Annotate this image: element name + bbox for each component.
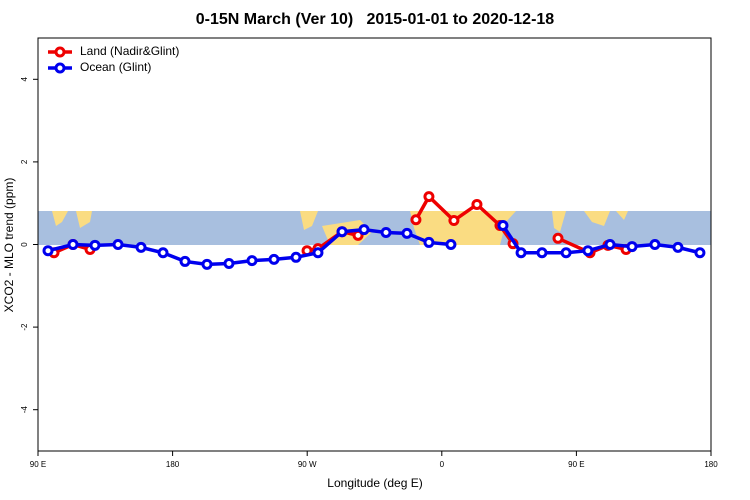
chart-title: 0-15N March (Ver 10) 2015-01-01 to 2020-… bbox=[196, 11, 555, 28]
data-point bbox=[560, 247, 572, 259]
legend-label: Land (Nadir&Glint) bbox=[80, 44, 179, 58]
y-tick-label: 4 bbox=[20, 77, 29, 82]
y-tick-label: 2 bbox=[20, 159, 29, 164]
data-point bbox=[672, 241, 684, 253]
data-point bbox=[536, 247, 548, 259]
data-point bbox=[135, 241, 147, 253]
data-point bbox=[423, 191, 435, 203]
data-point bbox=[358, 224, 370, 236]
data-point bbox=[445, 239, 457, 250]
y-tick-label: 0 bbox=[20, 242, 29, 247]
data-point bbox=[423, 236, 435, 248]
y-axis-label: XCO2 - MLO trend (ppm) bbox=[2, 178, 16, 313]
data-point bbox=[497, 220, 509, 232]
data-point bbox=[42, 245, 54, 257]
data-point bbox=[112, 239, 124, 250]
data-point bbox=[89, 239, 101, 251]
data-point bbox=[157, 247, 169, 259]
data-point bbox=[246, 255, 258, 267]
x-axis-label: Longitude (deg E) bbox=[327, 476, 422, 490]
data-point bbox=[223, 257, 235, 269]
data-point bbox=[582, 245, 594, 257]
data-point bbox=[401, 227, 413, 239]
x-tick-label: 90 E bbox=[568, 460, 584, 469]
data-point bbox=[268, 253, 280, 265]
legend-label: Ocean (Glint) bbox=[80, 60, 151, 74]
data-point bbox=[312, 247, 324, 259]
x-tick-label: 180 bbox=[166, 460, 180, 469]
data-point bbox=[179, 255, 191, 267]
data-point bbox=[552, 232, 564, 244]
data-point bbox=[410, 214, 422, 226]
data-point bbox=[515, 247, 527, 259]
x-tick-label: 90 W bbox=[298, 460, 317, 469]
legend-marker bbox=[54, 46, 66, 58]
data-point bbox=[448, 215, 460, 227]
data-point bbox=[290, 251, 302, 263]
x-tick-label: 180 bbox=[704, 460, 718, 469]
data-point bbox=[626, 241, 638, 253]
data-point bbox=[336, 226, 348, 238]
data-point bbox=[67, 239, 79, 250]
data-point bbox=[471, 198, 483, 210]
data-point bbox=[604, 239, 616, 250]
x-tick-label: 90 E bbox=[30, 460, 46, 469]
data-point bbox=[694, 247, 706, 259]
data-point bbox=[380, 227, 392, 239]
legend-marker bbox=[54, 62, 66, 74]
data-point bbox=[649, 239, 661, 250]
data-point bbox=[201, 258, 213, 270]
x-tick-label: 0 bbox=[440, 460, 445, 469]
y-tick-label: -2 bbox=[20, 323, 29, 331]
y-tick-label: -4 bbox=[20, 406, 29, 414]
